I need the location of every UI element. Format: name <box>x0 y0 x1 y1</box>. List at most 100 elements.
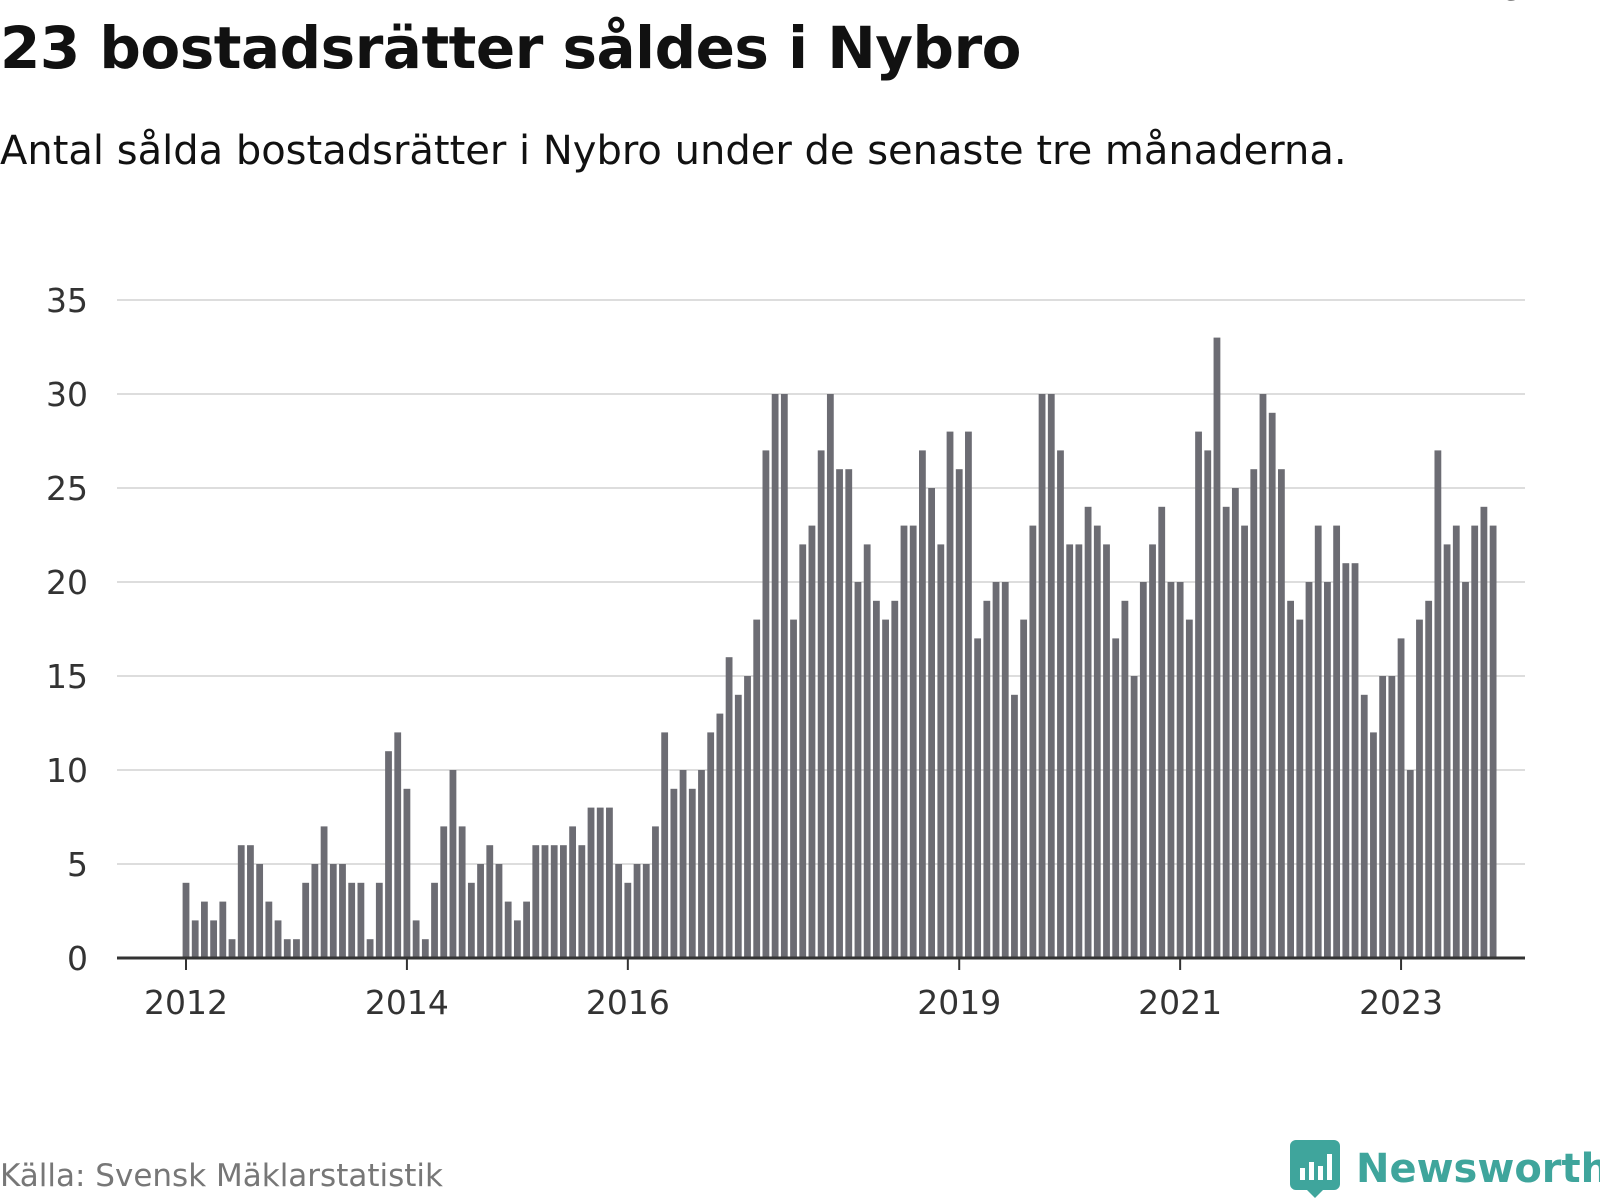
bar <box>182 882 190 958</box>
bar <box>753 619 761 958</box>
bar <box>661 732 669 958</box>
bar <box>1425 600 1433 958</box>
bar <box>845 469 853 958</box>
bar <box>1149 544 1156 958</box>
brand-logo[interactable]: Newsworthy <box>1290 1140 1600 1198</box>
bar <box>1029 525 1037 958</box>
bar <box>698 770 705 958</box>
bar <box>734 694 742 958</box>
bar <box>891 600 899 958</box>
y-tick-label: 25 <box>46 469 88 508</box>
bar <box>210 920 218 958</box>
bar <box>1020 619 1028 958</box>
bar <box>771 394 779 958</box>
bar <box>992 582 1000 958</box>
bar <box>1268 412 1276 958</box>
bar <box>642 864 650 958</box>
bar <box>569 826 577 958</box>
x-tick-label: 2012 <box>144 983 228 1022</box>
bar <box>1112 638 1120 958</box>
bar <box>550 845 558 958</box>
bar <box>1360 694 1368 958</box>
bar <box>385 751 392 958</box>
bar <box>541 845 549 958</box>
bar <box>615 864 623 958</box>
bar <box>1296 619 1304 958</box>
bar <box>1342 563 1350 958</box>
bar <box>946 431 954 959</box>
bar <box>882 619 889 958</box>
bar <box>679 770 687 958</box>
bar <box>532 845 540 958</box>
bar <box>1167 582 1175 958</box>
bar <box>872 600 880 958</box>
y-tick-label: 0 <box>67 939 88 978</box>
bar <box>237 845 245 958</box>
bar <box>596 807 604 958</box>
bar <box>1489 525 1497 958</box>
bar <box>1324 582 1331 958</box>
bar <box>191 920 199 958</box>
x-tick-label: 2016 <box>586 983 670 1022</box>
bar <box>1222 506 1230 958</box>
bar <box>1093 525 1101 958</box>
x-tick-label: 2023 <box>1359 983 1443 1022</box>
bar <box>486 845 494 958</box>
bar <box>1038 394 1046 958</box>
bar <box>1121 600 1129 958</box>
chart-title: 23 bostadsrätter såldes i Nybro <box>0 14 1022 82</box>
bar <box>928 488 936 958</box>
bar <box>1443 544 1451 958</box>
bar <box>1305 582 1313 958</box>
bar <box>1480 506 1488 958</box>
bar <box>1287 600 1294 958</box>
bar <box>320 826 328 958</box>
bar <box>504 901 512 958</box>
y-tick-label: 30 <box>46 375 88 414</box>
bar <box>1130 676 1138 958</box>
bar <box>716 713 724 958</box>
bar <box>1379 676 1387 958</box>
y-tick-label: 15 <box>46 657 88 696</box>
bar <box>523 901 530 958</box>
bar <box>799 544 807 958</box>
bar <box>1370 732 1377 958</box>
bar <box>633 864 641 958</box>
bar <box>283 939 291 958</box>
bar <box>274 920 282 958</box>
bar <box>256 864 264 958</box>
bar <box>1259 394 1267 958</box>
y-tick-label: 35 <box>46 281 88 320</box>
bar <box>974 638 982 958</box>
brand-name: Newsworthy <box>1356 1146 1600 1192</box>
bar <box>1158 506 1166 958</box>
bar <box>458 826 466 958</box>
bar <box>780 394 788 958</box>
bar <box>762 450 770 958</box>
bar <box>1047 394 1055 958</box>
bar <box>201 901 208 958</box>
bar <box>817 450 825 958</box>
bar <box>854 582 862 958</box>
bar <box>1195 431 1202 959</box>
bar <box>808 525 816 958</box>
y-tick-label: 5 <box>67 845 88 884</box>
bar <box>624 882 632 958</box>
x-tick-label: 2014 <box>365 983 449 1022</box>
bar <box>412 920 420 958</box>
bar <box>606 807 613 958</box>
bar <box>1462 582 1469 958</box>
newsworthy-icon <box>1290 1140 1340 1198</box>
data-label: 23 <box>1481 0 1523 8</box>
bar <box>1406 770 1414 958</box>
bar <box>449 770 457 958</box>
bar <box>329 864 337 958</box>
bar <box>1231 488 1239 958</box>
bar <box>1397 638 1405 958</box>
bar <box>1213 337 1221 959</box>
bar <box>1351 563 1359 958</box>
bar <box>247 845 254 958</box>
bar <box>467 882 475 958</box>
bar <box>1416 619 1423 958</box>
bar <box>1103 544 1110 958</box>
